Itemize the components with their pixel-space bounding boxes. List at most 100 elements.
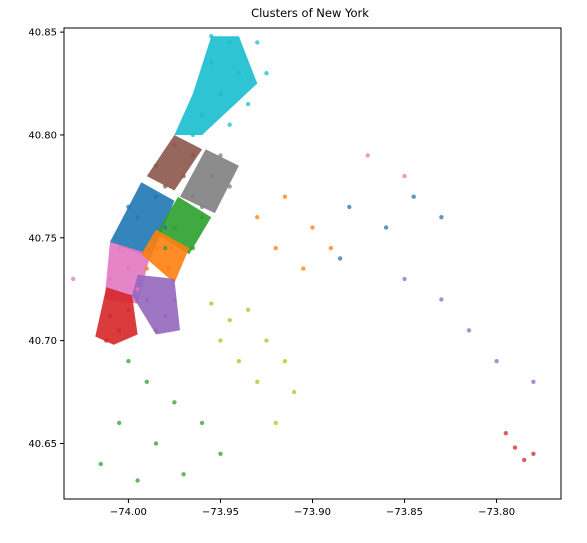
cluster-region (95, 287, 138, 345)
scatter-point (199, 215, 205, 220)
scatter-point (181, 472, 186, 477)
scatter-point (117, 245, 122, 251)
x-tick-label: −73.90 (294, 507, 331, 518)
scatter-point (236, 71, 242, 76)
scatter-point (301, 266, 306, 271)
scatter-point (209, 173, 214, 179)
scatter-point (218, 451, 223, 456)
scatter-point (144, 379, 149, 384)
y-tick-label: 40.70 (28, 336, 57, 347)
y-tick-label: 40.80 (28, 130, 57, 141)
scatter-point (209, 34, 214, 39)
scatter-point (172, 400, 177, 405)
scatter-point (264, 338, 269, 343)
scatter-point (172, 297, 177, 302)
scatter-point (328, 245, 334, 251)
x-axis: −74.00 −73.95 −73.90 −73.85 −73.80 (110, 499, 515, 518)
scatter-point (98, 461, 104, 467)
y-tick-label: 40.85 (28, 28, 57, 39)
scatter-point (199, 112, 205, 117)
scatter-point (163, 245, 168, 251)
scatter-point (255, 379, 260, 384)
points-layer (71, 34, 536, 483)
scatter-point (291, 389, 297, 395)
scatter-point (218, 153, 223, 158)
scatter-point (190, 153, 196, 158)
scatter-point (153, 328, 159, 333)
scatter-point (264, 71, 269, 76)
scatter-point (117, 420, 122, 426)
scatter-point (337, 256, 343, 261)
series-8 (104, 307, 536, 463)
scatter-point (347, 204, 352, 210)
scatter-point (383, 225, 389, 230)
scatter-point (227, 184, 232, 189)
scatter-point (135, 215, 140, 220)
scatter-point (466, 328, 472, 333)
scatter-point (255, 215, 260, 220)
scatter-point (218, 338, 223, 343)
scatter-point (153, 441, 159, 446)
scatter-point (135, 478, 140, 483)
scatter-point (531, 451, 536, 456)
scatter-point (236, 359, 242, 364)
scatter-point (245, 307, 251, 312)
scatter-point (107, 313, 113, 319)
scatter-point (126, 266, 131, 271)
scatter-point (227, 40, 232, 45)
series-3 (126, 194, 444, 261)
scatter-point (209, 60, 214, 66)
scatter-point (402, 276, 407, 282)
scatter-point (282, 194, 288, 199)
scatter-point (218, 91, 223, 97)
scatter-point (190, 132, 196, 138)
scatter-point (199, 420, 205, 426)
cluster-layer (95, 36, 258, 345)
scatter-point (494, 359, 499, 364)
scatter-point (172, 143, 177, 148)
scatter-point (273, 420, 278, 426)
scatter-point (163, 313, 168, 319)
scatter-point (153, 245, 159, 251)
scatter-point (166, 266, 172, 271)
cluster-region (174, 36, 258, 136)
scatter-point (71, 276, 76, 282)
scatter-point (153, 194, 159, 199)
scatter-point (255, 40, 260, 45)
scatter-point (190, 194, 196, 199)
scatter-point (126, 359, 131, 364)
x-tick-label: −73.95 (202, 507, 239, 518)
scatter-point (439, 215, 444, 220)
scatter-point (365, 153, 370, 158)
series-7 (144, 276, 536, 384)
scatter-point (181, 173, 186, 179)
scatter-point (310, 225, 315, 230)
series-2 (190, 153, 232, 210)
scatter-point (273, 245, 278, 251)
scatter-point (126, 204, 131, 210)
scatter-point (531, 379, 536, 384)
chart-title: Clusters of New York (251, 6, 369, 20)
series-6 (71, 153, 407, 292)
series-1 (153, 143, 196, 189)
scatter-point (227, 122, 232, 127)
scatter-point (282, 359, 288, 364)
scatter-point (522, 457, 527, 463)
y-tick-label: 40.65 (28, 439, 57, 450)
scatter-point (402, 173, 407, 179)
x-tick-label: −73.80 (478, 507, 515, 518)
y-tick-label: 40.75 (28, 233, 57, 244)
cluster-region (141, 229, 190, 283)
scatter-point (199, 204, 205, 210)
x-tick-label: −74.00 (110, 507, 147, 518)
series-4 (98, 215, 223, 483)
scatter-point (503, 431, 508, 436)
series-9 (209, 301, 297, 426)
scatter-point (126, 307, 131, 312)
cluster-region (146, 135, 203, 191)
scatter-point (190, 245, 196, 251)
scatter-point (411, 194, 416, 199)
scatter-point (439, 297, 444, 302)
